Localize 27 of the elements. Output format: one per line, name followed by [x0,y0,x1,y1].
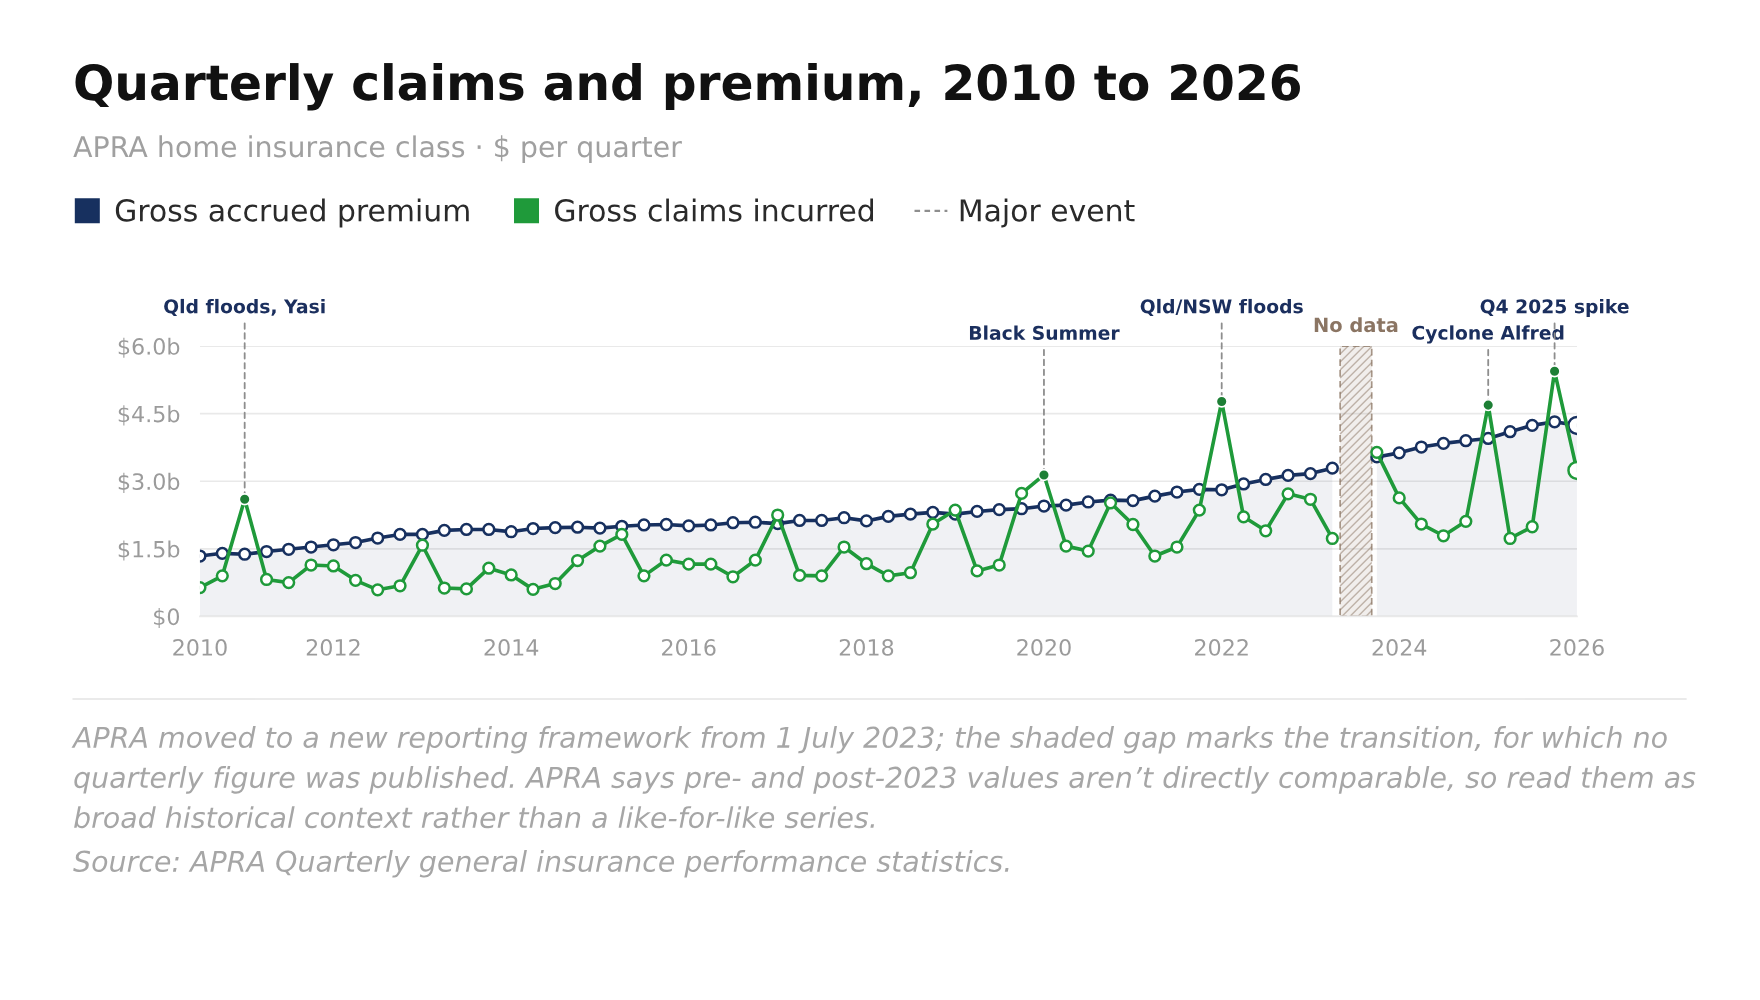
x-tick-label: 2016 [662,639,716,656]
legend-label: Gross claims incurred [555,198,873,222]
y-tick-label: $1.5b [118,540,180,561]
annotation: Cyclone Alfred [1412,325,1564,344]
text: APRA moved to a new reporting framework from 1 July 2023; the shaded gap marks the transition, for which no quarterly figure was published. APRA says pre- and post-2023 values aren’t directly comparable, so read them as broad historical context rather than a like-for-like series. [71,726,1696,829]
source-note: Source: APRA Quarterly general insurance performance statistics. [73,850,1009,878]
chart-title: Quarterly claims and premium, 2010 to 2026 [75,63,1300,111]
x-tick-label: 2024 [1372,639,1427,656]
y-tick-label: $0 [154,607,180,629]
annotation: Qld floods, Yasi [164,298,325,316]
annotation: Black Summer [969,325,1120,340]
y-tick-label: $6.0b [118,337,180,358]
x-tick-label: 2010 [173,639,227,656]
annotation: Qld/NSW floods [1140,298,1303,316]
x-tick-label: 2022 [1195,639,1248,656]
x-tick-label: 2020 [1017,639,1071,656]
y-tick-label: $3.0b [118,472,180,493]
chart-subtitle: APRA home insurance class · $ per quarter [73,135,682,163]
x-tick-label: 2026 [1550,639,1604,656]
annotation: Q4 2025 spike [1480,298,1629,318]
x-tick-label: 2014 [484,639,539,656]
y-tick-label: $4.5b [118,405,180,426]
legend-label: Gross accrued premium [115,198,469,228]
x-tick-label: 2012 [306,639,360,656]
x-tick-label: 2018 [839,639,894,656]
band-label: No data [1314,317,1398,333]
text: Major event [960,198,1135,228]
